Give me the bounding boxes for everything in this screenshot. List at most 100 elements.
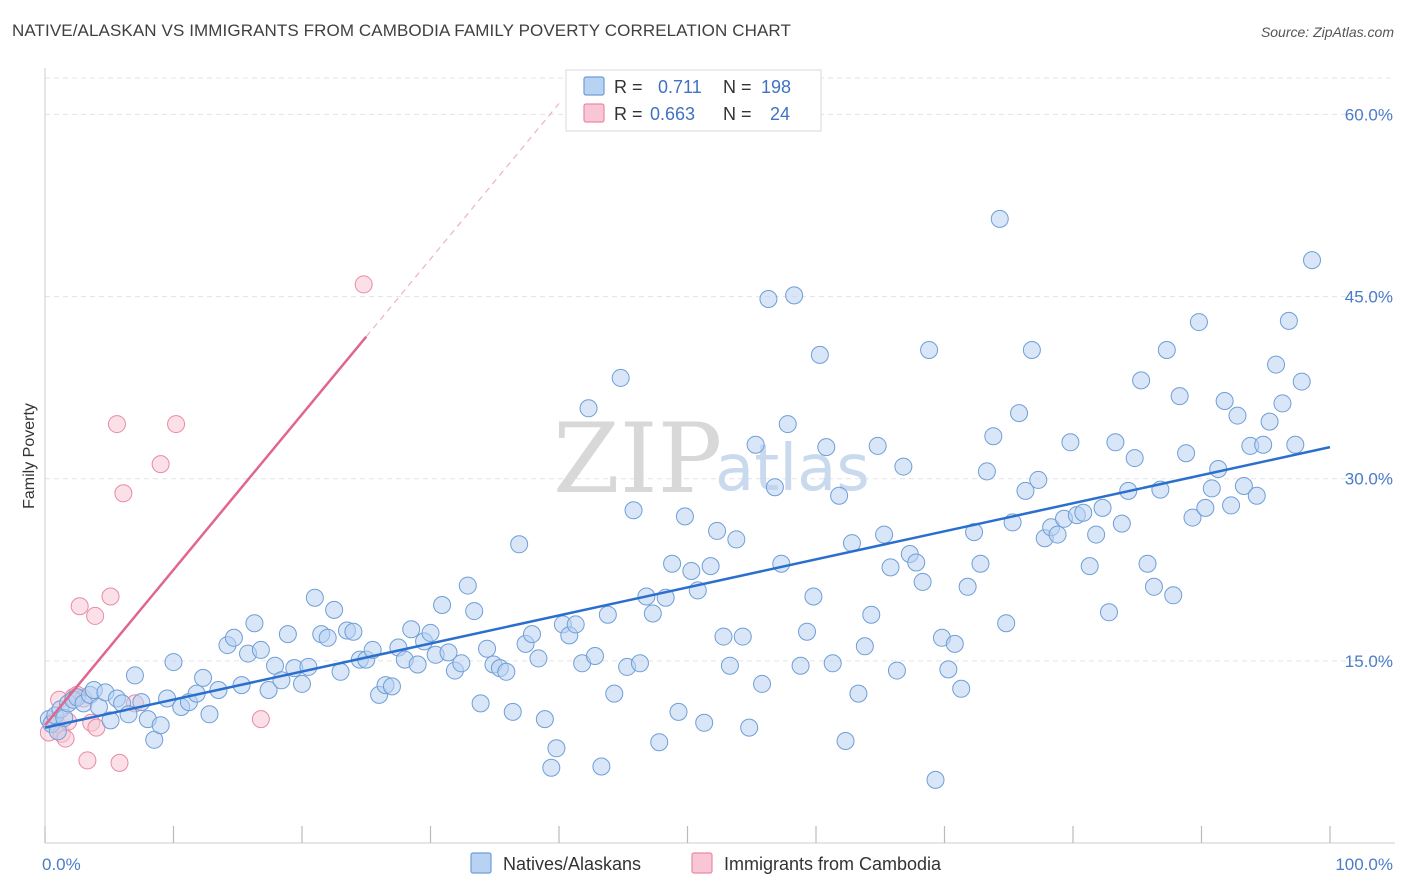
- natives-point-94: [624, 501, 643, 520]
- natives-point-35: [245, 614, 264, 633]
- cambodia-point-20: [151, 455, 170, 474]
- natives-point-182: [1189, 313, 1208, 332]
- natives-point-40: [278, 625, 297, 644]
- natives-point-194: [1267, 355, 1286, 374]
- natives-point-179: [1170, 387, 1189, 406]
- natives-point-37: [259, 681, 278, 699]
- natives-point-197: [1286, 435, 1305, 454]
- natives-point-106: [701, 557, 720, 576]
- natives-point-121: [798, 622, 817, 641]
- natives-point-102: [675, 507, 694, 526]
- cambodia-point-14: [87, 718, 106, 737]
- natives-point-144: [945, 634, 964, 653]
- natives-point-156: [1022, 341, 1041, 359]
- natives-point-85: [566, 615, 585, 634]
- legend-r-value-1: 0.711: [658, 77, 702, 97]
- natives-point-172: [1125, 449, 1144, 468]
- natives-point-46: [318, 628, 337, 647]
- natives-point-107: [708, 521, 727, 540]
- natives-point-129: [849, 684, 868, 703]
- natives-point-71: [478, 639, 497, 658]
- natives-point-117: [772, 554, 791, 573]
- cambodia-point-13: [86, 606, 105, 625]
- natives-point-92: [611, 368, 630, 387]
- cambodia-point-15: [101, 587, 120, 606]
- natives-point-187: [1222, 496, 1241, 515]
- legend-n-value-2: 24: [770, 104, 790, 124]
- natives-point-192: [1254, 435, 1273, 454]
- series-legend: Natives/Alaskans Immigrants from Cambodi…: [470, 852, 942, 874]
- natives-point-111: [733, 627, 752, 646]
- legend-r-value-2: 0.663: [650, 104, 695, 124]
- natives-point-181: [1183, 508, 1202, 527]
- bottom-legend-label-natives: Natives/Alaskans: [503, 854, 641, 874]
- natives-point-60: [408, 655, 427, 674]
- natives-point-125: [823, 654, 842, 673]
- bottom-legend-swatch-natives: [470, 852, 492, 874]
- natives-point-164: [1074, 503, 1093, 522]
- natives-point-65: [439, 643, 458, 662]
- natives-point-139: [913, 572, 932, 591]
- natives-point-166: [1087, 525, 1106, 544]
- natives-point-151: [990, 209, 1009, 228]
- source-credit: Source: ZipAtlas.com: [1260, 24, 1394, 40]
- natives-point-131: [862, 605, 881, 624]
- natives-point-91: [605, 684, 624, 703]
- cambodia-point-11: [78, 751, 97, 770]
- cambodia-point-21: [167, 415, 186, 434]
- natives-point-124: [817, 438, 836, 457]
- natives-point-115: [759, 290, 778, 308]
- natives-point-98: [650, 733, 669, 752]
- natives-point-112: [740, 718, 759, 737]
- natives-point-47: [325, 600, 344, 619]
- natives-point-177: [1157, 341, 1176, 359]
- y-axis-label: Family Poverty: [21, 403, 38, 509]
- natives-point-183: [1196, 498, 1215, 517]
- natives-point-119: [785, 286, 804, 305]
- cambodia-point-17: [110, 753, 129, 772]
- natives-point-100: [663, 554, 682, 573]
- natives-point-32: [224, 628, 243, 647]
- natives-point-18: [125, 666, 144, 685]
- cambodia-point-23: [354, 275, 373, 294]
- natives-trend-line: [44, 445, 1331, 729]
- natives-point-191: [1247, 486, 1266, 505]
- natives-point-143: [939, 660, 958, 679]
- natives-point-189: [1234, 477, 1253, 495]
- natives-point-167: [1093, 498, 1112, 517]
- natives-point-43: [299, 657, 318, 676]
- cambodia-trend-line: [44, 335, 368, 727]
- natives-point-130: [855, 637, 874, 656]
- watermark-zip: ZIP: [553, 403, 722, 515]
- natives-point-141: [926, 770, 945, 789]
- natives-point-160: [1048, 525, 1067, 544]
- natives-point-75: [503, 702, 522, 721]
- natives-point-116: [765, 478, 784, 497]
- natives-point-101: [669, 702, 688, 721]
- stats-legend: R = 0.711 N = 198 R = 0.663 N = 24: [565, 69, 822, 132]
- natives-point-188: [1228, 406, 1247, 425]
- natives-point-114: [753, 674, 772, 693]
- natives-point-165: [1080, 557, 1099, 576]
- natives-point-152: [997, 614, 1016, 633]
- natives-point-82: [547, 739, 566, 758]
- watermark: ZIP atlas: [553, 403, 870, 515]
- natives-point-186: [1215, 392, 1234, 410]
- legend-n-value-1: 198: [761, 77, 791, 97]
- natives-point-59: [402, 620, 421, 639]
- natives-point-56: [382, 677, 401, 696]
- legend-r-label-1: R =: [614, 77, 643, 97]
- x-tick-label-0: 0.0%: [42, 855, 81, 874]
- natives-point-195: [1273, 394, 1292, 413]
- natives-point-105: [695, 713, 714, 732]
- natives-point-134: [881, 558, 900, 577]
- legend-r-label-2: R =: [614, 104, 643, 124]
- natives-point-28: [194, 668, 213, 687]
- natives-point-157: [1029, 470, 1048, 489]
- natives-point-109: [720, 656, 739, 675]
- natives-point-29: [200, 705, 219, 724]
- gridlines: [45, 77, 1395, 662]
- natives-point-170: [1112, 514, 1131, 533]
- natives-point-133: [875, 525, 894, 544]
